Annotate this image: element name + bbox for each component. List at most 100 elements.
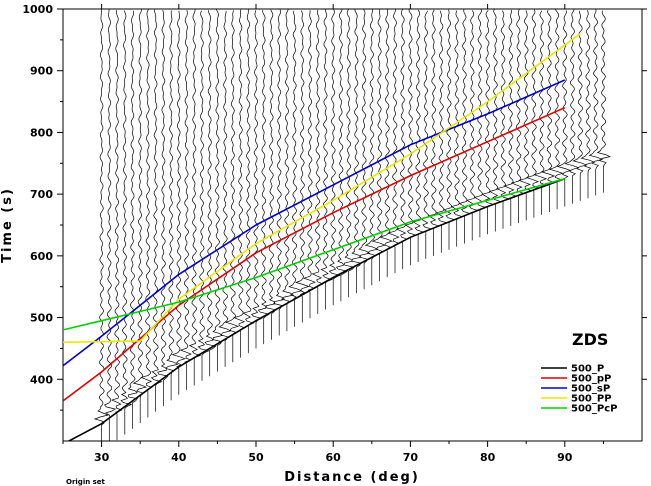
seismogram-trace xyxy=(281,9,295,332)
seismogram-trace xyxy=(311,9,325,314)
seismogram-trace xyxy=(387,9,400,274)
seismogram-trace xyxy=(204,10,217,377)
seismogram-trace xyxy=(328,9,342,306)
seismogram-trace xyxy=(572,10,588,201)
phase-curve-500-sp xyxy=(63,79,566,367)
seismogram-trace xyxy=(132,9,147,424)
legend-item: 500_sP xyxy=(541,384,610,395)
seismogram-trace xyxy=(458,9,471,244)
seismogram-trace xyxy=(379,9,394,278)
x-tick-label: 30 xyxy=(94,451,110,464)
seismogram-trace xyxy=(218,10,232,367)
seismogram-trace xyxy=(503,9,517,226)
seismogram-trace xyxy=(412,9,425,262)
seismogram-trace xyxy=(171,10,186,395)
seismogram-trace xyxy=(580,10,596,199)
y-tick-label: 400 xyxy=(30,373,53,386)
seismogram-trace xyxy=(250,10,263,349)
seismogram-trace xyxy=(548,9,564,210)
seismogram-trace xyxy=(302,10,316,319)
seismogram-trace xyxy=(140,9,153,418)
x-tick-label: 40 xyxy=(171,451,187,464)
seismogram-trace xyxy=(466,10,479,241)
seismogram-trace xyxy=(150,9,163,412)
seismogram-trace xyxy=(103,9,117,441)
y-tick-label: 800 xyxy=(30,126,53,139)
seismogram-trace xyxy=(351,9,362,294)
seismogram-trace xyxy=(157,9,169,407)
seismogram-trace xyxy=(371,9,386,282)
seismogram-trace xyxy=(540,9,556,212)
y-tick-label: 1000 xyxy=(22,3,53,16)
phase-curve-500-pp xyxy=(63,33,581,344)
seismogram-trace xyxy=(395,9,408,270)
seismogram-traces xyxy=(93,9,611,441)
x-axis-title: Distance (deg) xyxy=(284,470,420,485)
x-tick-label: 90 xyxy=(557,451,573,464)
seismogram-trace xyxy=(588,9,604,196)
seismogram-trace xyxy=(127,10,138,429)
seismogram-trace xyxy=(320,9,334,310)
phase-curve-500-pcp xyxy=(63,177,566,331)
y-tick-label: 600 xyxy=(30,250,53,263)
seismogram-trace xyxy=(335,9,349,302)
legend-item: 500_PcP xyxy=(541,404,617,415)
seismogram-trace xyxy=(518,10,532,221)
seismogram-trace xyxy=(224,10,240,363)
x-tick-label: 80 xyxy=(480,451,496,464)
phase-curves xyxy=(63,33,581,441)
seismogram-trace xyxy=(212,9,223,372)
legend-label: 500_PcP xyxy=(571,404,617,415)
y-axis-title: Time (s) xyxy=(0,187,15,263)
seismogram-trace xyxy=(496,10,509,229)
seismogram-trace xyxy=(488,9,502,232)
seismogram-trace xyxy=(273,9,286,336)
seismogram-trace xyxy=(358,9,371,290)
station-label: ZDS xyxy=(572,330,608,349)
origin-note: Origin set xyxy=(66,478,106,486)
seismogram-trace xyxy=(188,9,202,386)
seismogram-trace xyxy=(427,9,440,256)
seismogram-trace xyxy=(197,10,210,381)
seismogram-trace xyxy=(473,9,487,238)
seismogram-trace xyxy=(596,10,611,193)
seismogram-trace xyxy=(450,10,464,247)
seismogram-trace xyxy=(525,9,539,218)
seismogram-trace xyxy=(420,10,433,259)
y-tick-label: 900 xyxy=(30,65,53,78)
legend-label: 500_pP xyxy=(571,374,611,385)
seismogram-trace xyxy=(111,10,123,441)
seismogram-trace xyxy=(120,10,133,435)
x-tick-label: 50 xyxy=(248,451,264,464)
seismogram-trace xyxy=(179,10,192,391)
legend-item: 500_PP xyxy=(541,394,612,405)
x-tick-label: 60 xyxy=(326,451,342,464)
seismogram-trace xyxy=(288,10,303,327)
x-tick-label: 70 xyxy=(403,451,419,464)
legend-label: 500_PP xyxy=(571,394,612,405)
plot-frame xyxy=(62,8,643,442)
seismogram-trace xyxy=(564,9,580,204)
legend-label: 500_P xyxy=(571,364,604,375)
seismogram-trace xyxy=(510,9,524,224)
seismogram-trace xyxy=(265,9,277,340)
seismogram-trace xyxy=(242,9,255,354)
y-tick-label: 500 xyxy=(30,312,53,325)
seismogram-trace xyxy=(165,10,179,401)
legend-label: 500_sP xyxy=(571,384,610,395)
seismogram-trace xyxy=(533,10,548,215)
legend-item: 500_P xyxy=(541,364,604,375)
seismogram-trace xyxy=(295,10,310,323)
seismogram-trace xyxy=(257,10,270,345)
seismogram-trace xyxy=(364,9,379,286)
axes: 30 40 50 60 70 80 90 400 500 600 700 800 900 1000 xyxy=(22,3,647,464)
seismogram-trace xyxy=(232,9,246,358)
phase-curve-500-p xyxy=(67,177,566,441)
y-tick-label: 700 xyxy=(30,188,53,201)
legend-item: 500_pP xyxy=(541,374,611,385)
seismogram-trace xyxy=(343,9,355,298)
phase-curve-500-pp xyxy=(63,106,566,402)
seismogram-trace xyxy=(404,9,417,266)
